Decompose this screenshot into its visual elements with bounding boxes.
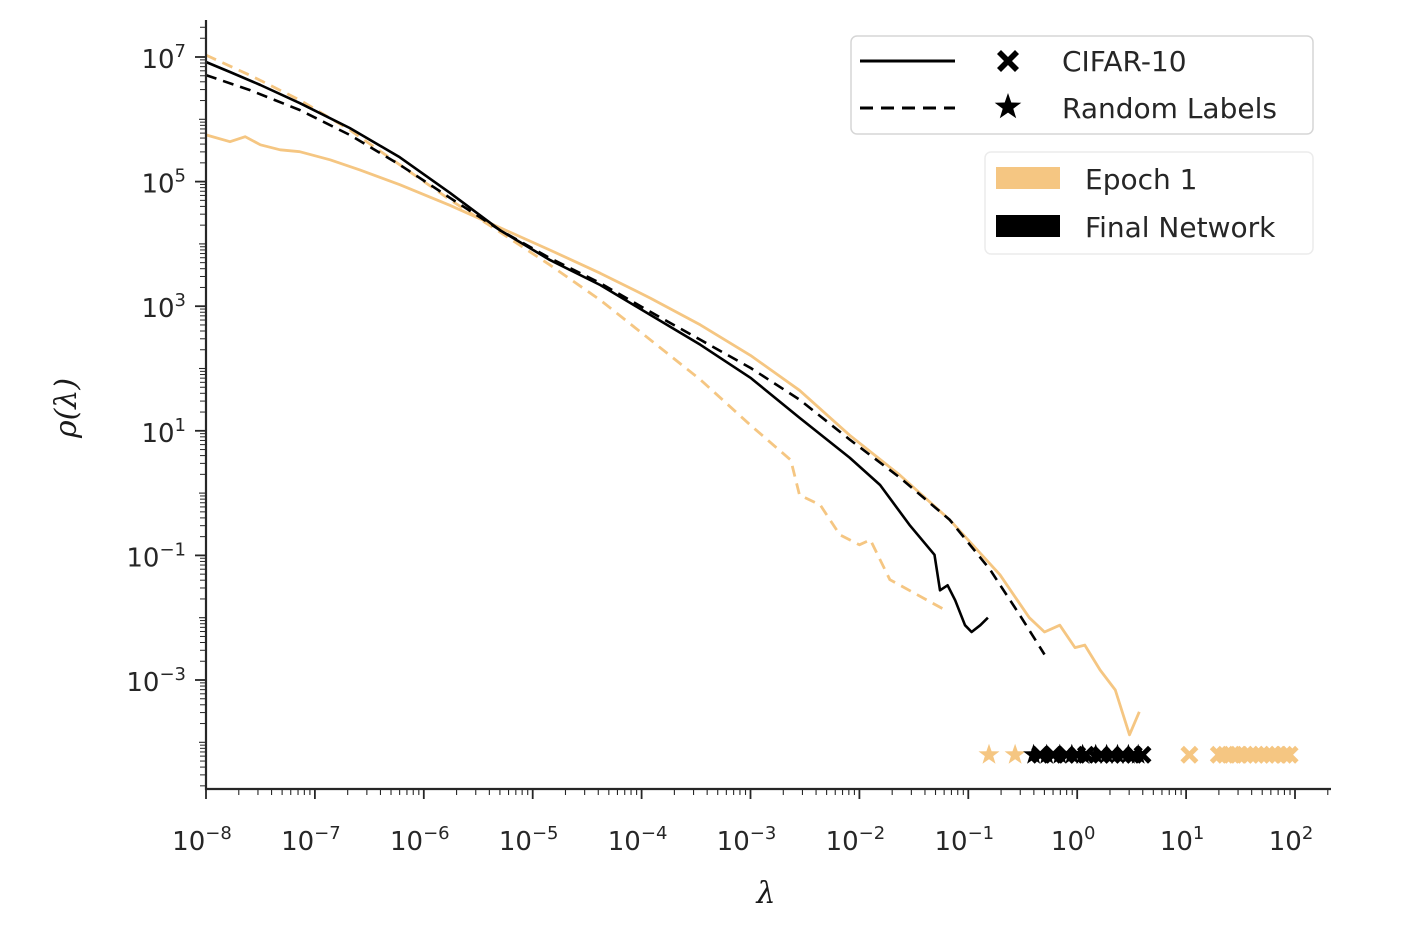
x-tick-label: 10−8 <box>172 823 232 857</box>
x-tick-label: 102 <box>1269 823 1314 857</box>
x-tick-label: 10−5 <box>499 823 559 857</box>
series-layer <box>205 53 1141 737</box>
y-axis-label: ρ(λ) <box>49 378 84 439</box>
x-tick-label: 10−4 <box>608 823 668 857</box>
series-line-cifar-10-final-network <box>205 60 989 634</box>
star-marker <box>1036 743 1058 764</box>
legend-stage: Epoch 1 Final Network <box>984 151 1314 255</box>
x-tick-label: 100 <box>1051 823 1096 857</box>
y-tick-label: 103 <box>141 290 186 324</box>
y-tick-label: 105 <box>141 166 186 200</box>
x-tick-label: 10−2 <box>826 823 886 857</box>
legend-dataset: CIFAR-10 Random Labels <box>850 35 1314 135</box>
series-line-cifar-10-epoch-1 <box>205 133 1141 737</box>
legend-final-network-label: Final Network <box>1085 211 1276 244</box>
legend-stage-frame <box>984 151 1314 255</box>
legend-epoch1-label: Epoch 1 <box>1085 163 1197 196</box>
y-tick-label: 10−1 <box>126 539 186 573</box>
x-marker <box>1133 745 1152 764</box>
legend-dataset-frame <box>850 35 1314 135</box>
x-tick-label: 10−6 <box>390 823 450 857</box>
y-tick-label: 101 <box>141 415 186 449</box>
star-marker-icon <box>994 93 1022 119</box>
x-marker <box>1180 745 1199 764</box>
star-marker <box>1004 743 1026 764</box>
y-axis-ticks: 107 105 103 101 10−1 10−3 <box>126 26 206 787</box>
x-tick-label: 10−3 <box>717 823 777 857</box>
legend-epoch1-swatch <box>996 167 1060 189</box>
x-marker <box>1280 745 1299 764</box>
star-marker <box>1061 743 1083 764</box>
legend-cifar10-label: CIFAR-10 <box>1062 45 1187 78</box>
star-marker <box>978 743 1000 764</box>
star-marker <box>1049 743 1071 764</box>
star-marker <box>1117 743 1139 764</box>
star-marker <box>1107 743 1128 764</box>
series-line-random-labels-epoch-1 <box>205 53 945 611</box>
series-line-random-labels-final-network <box>205 73 1046 656</box>
star-marker <box>1023 743 1045 764</box>
outlier-markers <box>978 743 1299 764</box>
y-tick-label: 107 <box>141 41 186 75</box>
legend-final-swatch <box>996 215 1060 237</box>
x-tick-label: 10−7 <box>281 823 341 857</box>
x-marker-icon <box>997 50 1019 72</box>
star-marker <box>1085 743 1107 764</box>
star-marker <box>1096 743 1118 764</box>
x-tick-label: 101 <box>1160 823 1205 857</box>
y-tick-label: 10−3 <box>126 664 186 698</box>
x-tick-label: 10−1 <box>934 823 994 857</box>
x-axis-ticks: 10−8 10−7 10−6 10−5 10−4 10−3 10−2 10−1 100 101 10… <box>172 789 1329 857</box>
x-axis-label: λ <box>755 876 775 911</box>
x-marker <box>1076 745 1095 764</box>
legend-random-labels-label: Random Labels <box>1062 92 1277 125</box>
